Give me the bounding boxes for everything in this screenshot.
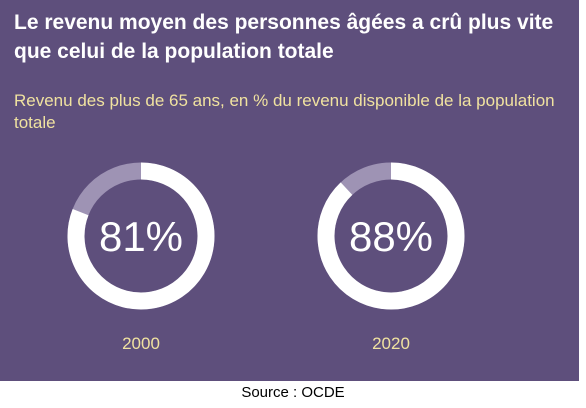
category-label-2000: 2000 bbox=[122, 334, 160, 353]
value-label-2020: 88% bbox=[349, 213, 433, 260]
chart-panel: Le revenu moyen des personnes âgées a cr… bbox=[0, 0, 579, 381]
donut-2020: 88% 2020 bbox=[317, 162, 465, 353]
value-label-2000: 81% bbox=[99, 213, 183, 260]
donut-2000: 81% 2000 bbox=[67, 162, 215, 353]
category-label-2020: 2020 bbox=[372, 334, 410, 353]
donut-arc-2020 bbox=[317, 162, 465, 310]
chart-title: Le revenu moyen des personnes âgées a cr… bbox=[14, 11, 554, 63]
donut-charts: 81% 2000 88% 2020 bbox=[67, 162, 465, 353]
source-note: Source : OCDE bbox=[241, 384, 345, 401]
donut-arc-2000 bbox=[67, 162, 215, 310]
chart-subtitle: Revenu des plus de 65 ans, en % du reven… bbox=[14, 91, 555, 132]
